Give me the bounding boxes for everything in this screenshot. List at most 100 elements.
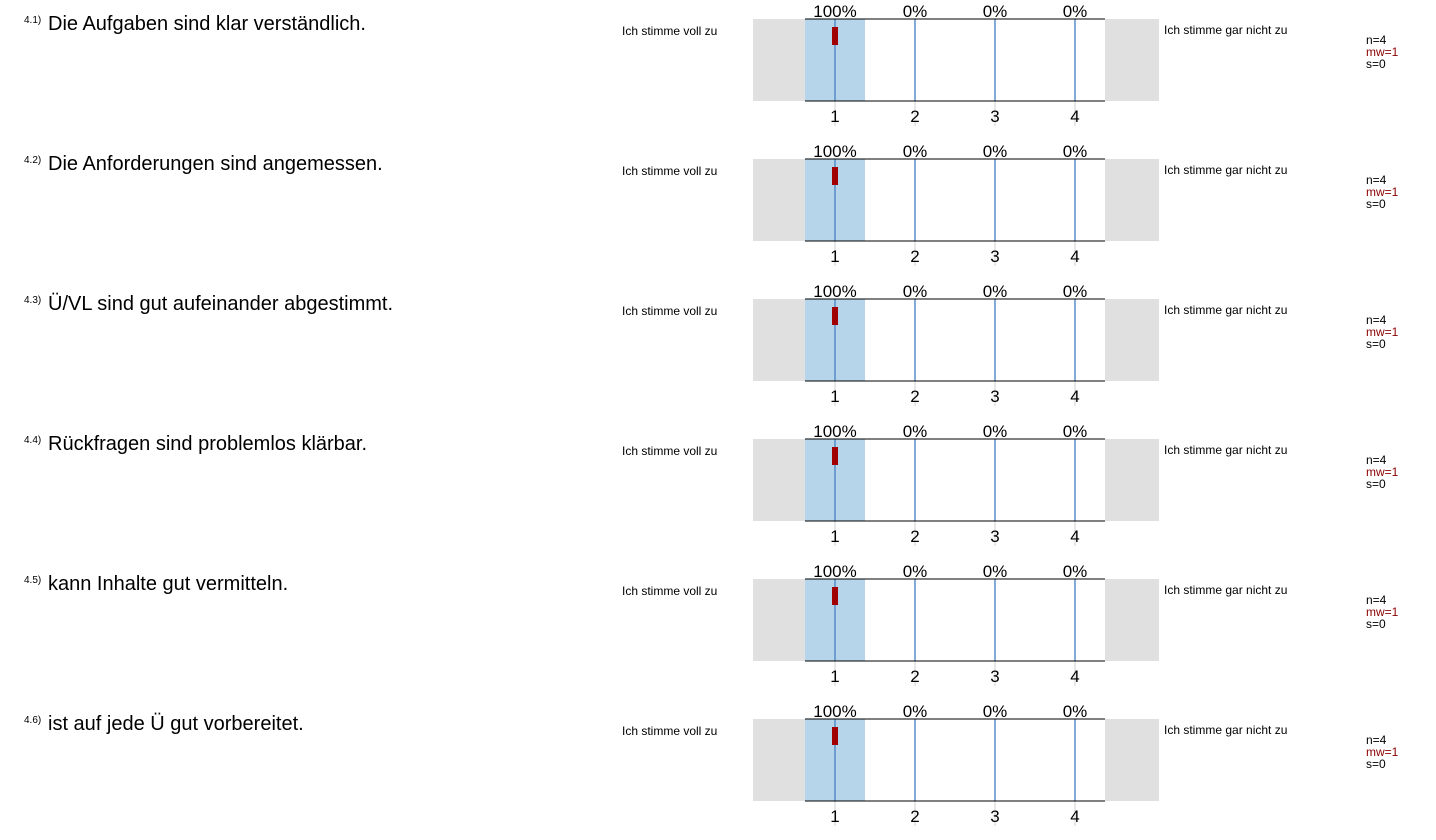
stat-mw: mw=1 [1366, 325, 1399, 339]
stat-mw: mw=1 [1366, 465, 1399, 479]
stat-mw: mw=1 [1366, 745, 1399, 759]
stat-s: s=0 [1366, 477, 1386, 491]
question-row-5: 4.5) kann Inhalte gut vermitteln. Ich st… [0, 560, 1436, 700]
scale-right-label: Ich stimme gar nicht zu [1164, 303, 1288, 317]
statistics: n=4 mw=1 s=0 [1366, 454, 1398, 490]
percent-label-2: 0% [903, 702, 928, 721]
scale-side-block-left [753, 579, 805, 661]
percent-label-4: 0% [1063, 702, 1088, 721]
question-text: Rückfragen sind problemlos klärbar. [48, 433, 368, 455]
category-label-2: 2 [910, 667, 919, 686]
percent-label-4: 0% [1063, 282, 1088, 301]
category-label-4: 4 [1070, 107, 1079, 126]
category-label-3: 3 [990, 527, 999, 546]
percent-label-2: 0% [903, 282, 928, 301]
percent-label-3: 0% [983, 702, 1008, 721]
stat-n: n=4 [1366, 453, 1387, 467]
percent-label-1: 100% [813, 282, 856, 301]
mean-marker [832, 27, 838, 45]
stat-s: s=0 [1366, 337, 1386, 351]
category-label-4: 4 [1070, 807, 1079, 826]
scale-side-block-right [1105, 719, 1159, 801]
question-row-6: 4.6) ist auf jede Ü gut vorbereitet. Ich… [0, 700, 1436, 840]
statistics: n=4 mw=1 s=0 [1366, 734, 1398, 770]
percent-label-2: 0% [903, 2, 928, 21]
mean-marker [832, 587, 838, 605]
scale-side-block-left [753, 19, 805, 101]
mean-marker [832, 447, 838, 465]
question-text: Die Aufgaben sind klar verständlich. [48, 13, 366, 35]
question-number: 4.2) [24, 155, 42, 166]
percent-label-3: 0% [983, 562, 1008, 581]
percent-label-4: 0% [1063, 2, 1088, 21]
scale-side-block-right [1105, 299, 1159, 381]
category-label-3: 3 [990, 807, 999, 826]
rating-chart: 100% 0% 0% 0% 1 2 3 4 [753, 282, 1159, 406]
stat-n: n=4 [1366, 313, 1387, 327]
question-text: ist auf jede Ü gut vorbereitet. [48, 713, 304, 735]
stat-n: n=4 [1366, 733, 1387, 747]
category-label-1: 1 [830, 247, 839, 266]
statistics: n=4 mw=1 s=0 [1366, 594, 1398, 630]
scale-side-block-right [1105, 159, 1159, 241]
statistics: n=4 mw=1 s=0 [1366, 34, 1398, 70]
scale-side-block-left [753, 439, 805, 521]
percent-label-4: 0% [1063, 562, 1088, 581]
stat-n: n=4 [1366, 593, 1387, 607]
category-label-1: 1 [830, 667, 839, 686]
percent-label-2: 0% [903, 562, 928, 581]
category-label-1: 1 [830, 527, 839, 546]
category-label-2: 2 [910, 527, 919, 546]
stat-n: n=4 [1366, 173, 1387, 187]
question-row-1: 4.1) Die Aufgaben sind klar verständlich… [0, 0, 1436, 140]
scale-right-label: Ich stimme gar nicht zu [1164, 723, 1288, 737]
scale-right-label: Ich stimme gar nicht zu [1164, 23, 1288, 37]
question-row-2: 4.2) Die Anforderungen sind angemessen. … [0, 140, 1436, 280]
question-text: Die Anforderungen sind angemessen. [48, 153, 383, 175]
stat-n: n=4 [1366, 33, 1387, 47]
percent-label-3: 0% [983, 282, 1008, 301]
mean-marker [832, 727, 838, 745]
question-number: 4.6) [24, 715, 42, 726]
percent-label-4: 0% [1063, 142, 1088, 161]
category-label-4: 4 [1070, 527, 1079, 546]
scale-side-block-right [1105, 19, 1159, 101]
stat-mw: mw=1 [1366, 45, 1399, 59]
category-label-1: 1 [830, 807, 839, 826]
question-number: 4.3) [24, 295, 42, 306]
scale-side-block-left [753, 299, 805, 381]
percent-label-1: 100% [813, 562, 856, 581]
question-number: 4.1) [24, 15, 42, 26]
scale-left-label: Ich stimme voll zu [622, 724, 718, 738]
question-number: 4.5) [24, 575, 42, 586]
rating-chart: 100% 0% 0% 0% 1 2 3 4 [753, 142, 1159, 266]
percent-label-3: 0% [983, 142, 1008, 161]
question-row-3: 4.3) Ü/VL sind gut aufeinander abgestimm… [0, 280, 1436, 420]
stat-s: s=0 [1366, 57, 1386, 71]
stat-s: s=0 [1366, 197, 1386, 211]
category-label-4: 4 [1070, 247, 1079, 266]
stat-mw: mw=1 [1366, 605, 1399, 619]
stat-s: s=0 [1366, 757, 1386, 771]
scale-left-label: Ich stimme voll zu [622, 164, 718, 178]
rating-chart: 100% 0% 0% 0% 1 2 3 4 [753, 2, 1159, 126]
rating-chart: 100% 0% 0% 0% 1 2 3 4 [753, 562, 1159, 686]
category-label-1: 1 [830, 107, 839, 126]
question-text: kann Inhalte gut vermitteln. [48, 573, 289, 595]
category-label-2: 2 [910, 807, 919, 826]
category-label-3: 3 [990, 667, 999, 686]
scale-left-label: Ich stimme voll zu [622, 444, 718, 458]
scale-side-block-right [1105, 579, 1159, 661]
percent-label-3: 0% [983, 2, 1008, 21]
percent-label-3: 0% [983, 422, 1008, 441]
mean-marker [832, 167, 838, 185]
scale-side-block-right [1105, 439, 1159, 521]
percent-label-1: 100% [813, 702, 856, 721]
statistics: n=4 mw=1 s=0 [1366, 314, 1398, 350]
percent-label-1: 100% [813, 142, 856, 161]
stat-mw: mw=1 [1366, 185, 1399, 199]
scale-side-block-left [753, 159, 805, 241]
category-label-1: 1 [830, 387, 839, 406]
category-label-3: 3 [990, 247, 999, 266]
scale-right-label: Ich stimme gar nicht zu [1164, 163, 1288, 177]
